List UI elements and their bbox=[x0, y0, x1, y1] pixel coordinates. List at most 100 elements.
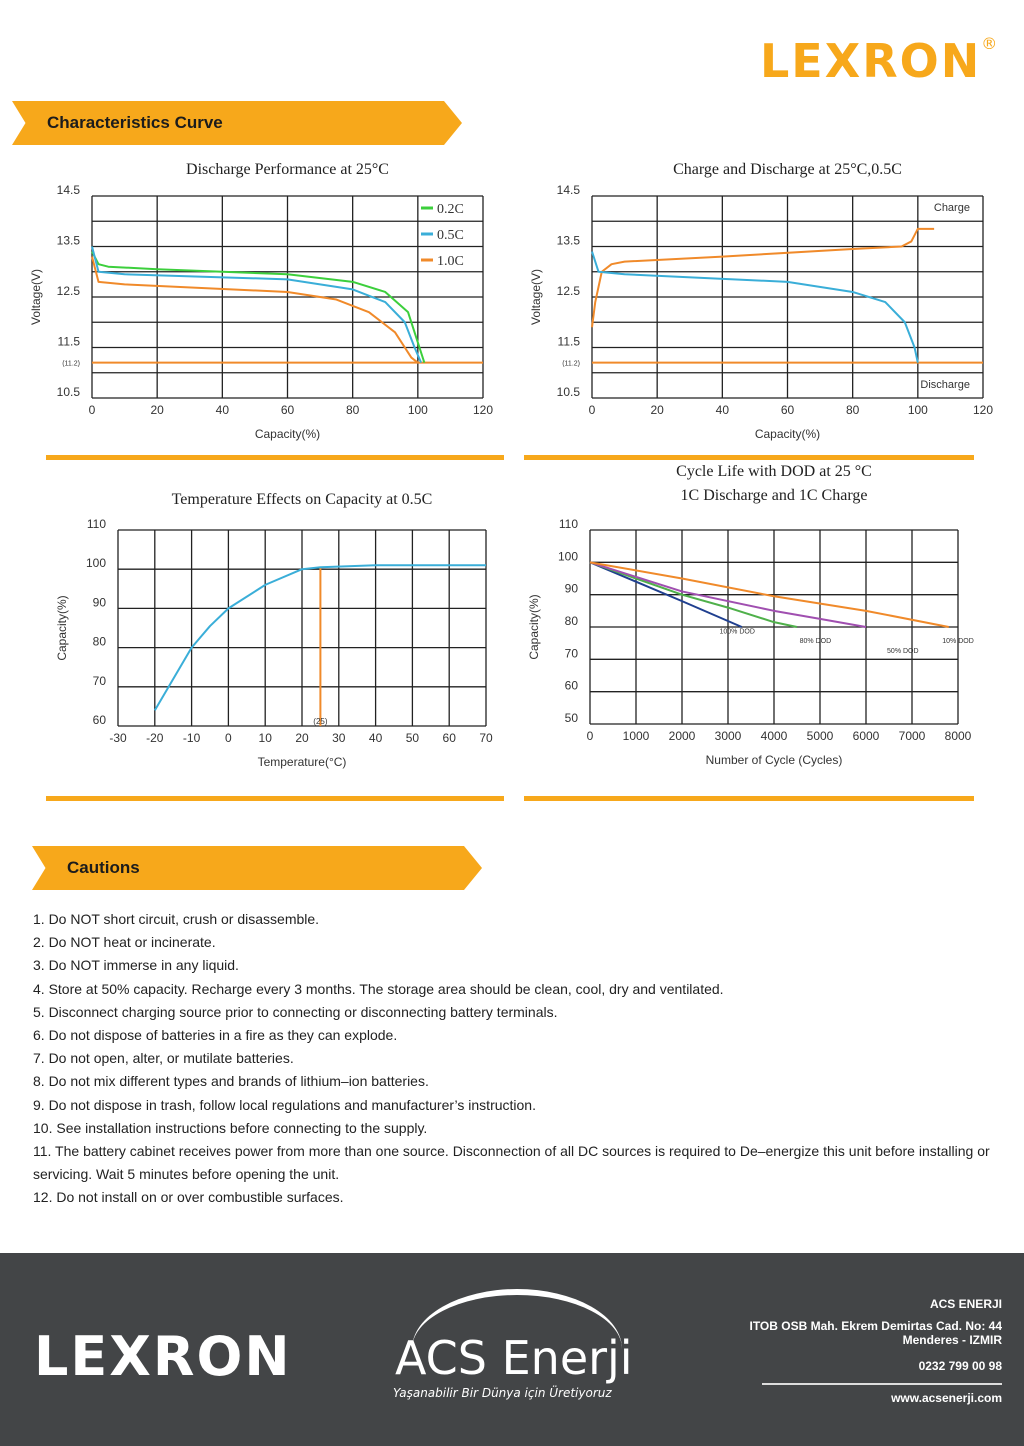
x-tick-label: 50 bbox=[406, 731, 420, 745]
acs-enerji-logo: ACS Enerji bbox=[395, 1331, 633, 1385]
x-tick-label: 1000 bbox=[623, 729, 650, 743]
series-line bbox=[589, 561, 743, 628]
characteristics-banner: Characteristics Curve bbox=[12, 101, 462, 145]
x-tick-label: -10 bbox=[183, 731, 201, 745]
website[interactable]: www.acsenerji.com bbox=[891, 1391, 1002, 1405]
x-tick-label: 60 bbox=[781, 403, 795, 417]
x-tick-label: 100 bbox=[408, 403, 428, 417]
series-line bbox=[91, 246, 423, 364]
caution-item: 1. Do NOT short circuit, crush or disass… bbox=[33, 911, 320, 927]
y-tick-label: 11.5 bbox=[558, 335, 581, 349]
x-axis-label: Capacity(%) bbox=[755, 427, 820, 441]
series-line bbox=[589, 561, 949, 628]
chart-title: Cycle Life with DOD at 25 °C bbox=[676, 463, 872, 480]
annotation: 80% DOD bbox=[800, 638, 832, 645]
y-tick-label: 70 bbox=[565, 646, 579, 660]
x-tick-label: 60 bbox=[443, 731, 457, 745]
x-tick-label: 5000 bbox=[807, 729, 834, 743]
x-tick-label: 40 bbox=[216, 403, 230, 417]
chart-subtitle: 1C Discharge and 1C Charge bbox=[681, 487, 868, 504]
caution-item: 10. See installation instructions before… bbox=[33, 1119, 428, 1136]
footer: LEXRON ACS Enerji Yaşanabilir Bir Dünya … bbox=[0, 1253, 1024, 1446]
divider bbox=[46, 796, 504, 801]
y-tick-label: 12.5 bbox=[557, 284, 581, 298]
chart-svg: Discharge Performance at 25°C 0 20 40 60 80 10… bbox=[29, 161, 493, 441]
y-tick-label: 80 bbox=[565, 614, 579, 628]
series-line bbox=[591, 227, 935, 328]
y-tick-label: 13.5 bbox=[557, 234, 581, 248]
y-tick-label: (11.2) bbox=[562, 361, 580, 368]
discharge-performance-chart: Discharge Performance at 25°C 0 20 40 60 80 10… bbox=[20, 160, 500, 445]
x-tick-label: 3000 bbox=[715, 729, 742, 743]
y-tick-label: 14.5 bbox=[57, 183, 81, 197]
x-tick-label: 120 bbox=[473, 403, 493, 417]
x-tick-label: 8000 bbox=[945, 729, 972, 743]
cautions-list: 1. Do NOT short circuit, crush or disass… bbox=[33, 908, 1003, 1210]
lexron-logo: LEXRON® bbox=[760, 34, 1000, 88]
series-line bbox=[91, 256, 419, 364]
y-tick-label: 110 bbox=[87, 517, 106, 531]
x-tick-label: 20 bbox=[650, 403, 664, 417]
caution-item: 3. Do NOT immerse in any liquid. bbox=[33, 957, 239, 974]
annotation: Charge bbox=[934, 202, 970, 214]
chart-title: Charge and Discharge at 25°C,0.5C bbox=[673, 161, 902, 178]
annotation: 100% DOD bbox=[719, 628, 754, 635]
caution-item: 6. Do not dispose of batteries in a fire… bbox=[33, 1027, 398, 1044]
x-tick-label: -20 bbox=[146, 731, 164, 745]
x-tick-label: 2000 bbox=[669, 729, 696, 743]
caution-item: 4. Store at 50% capacity. Recharge every… bbox=[33, 980, 724, 997]
x-tick-label: 70 bbox=[479, 731, 493, 745]
y-axis-label: Capacity(%) bbox=[527, 594, 541, 659]
y-tick-label: 80 bbox=[93, 635, 107, 649]
y-tick-label: 10.5 bbox=[57, 385, 81, 399]
chart-svg: Charge and Discharge at 25°C,0.5C 0 20 40 60… bbox=[529, 161, 993, 441]
x-tick-label: 40 bbox=[716, 403, 730, 417]
x-tick-label: 80 bbox=[846, 403, 860, 417]
x-axis-label: Temperature(°C) bbox=[258, 755, 347, 769]
chart-title: Temperature Effects on Capacity at 0.5C bbox=[172, 491, 433, 508]
y-tick-label: 13.5 bbox=[57, 234, 81, 248]
y-tick-label: 60 bbox=[93, 713, 107, 727]
x-tick-label: 0 bbox=[89, 403, 96, 417]
x-tick-label: 10 bbox=[259, 731, 273, 745]
y-tick-label: 14.5 bbox=[557, 183, 581, 197]
legend-label: 0.5C bbox=[437, 228, 464, 243]
y-tick-label: 50 bbox=[565, 711, 579, 725]
phone: 0232 799 00 98 bbox=[918, 1359, 1002, 1373]
series-line bbox=[589, 561, 798, 628]
x-tick-label: 60 bbox=[281, 403, 295, 417]
caution-item: 2. Do NOT heat or incinerate. bbox=[33, 934, 216, 951]
chart-svg: Temperature Effects on Capacity at 0.5C -… bbox=[55, 491, 493, 769]
x-tick-label: -30 bbox=[109, 731, 127, 745]
y-axis-label: Capacity(%) bbox=[55, 595, 69, 660]
x-tick-label: 120 bbox=[973, 403, 993, 417]
y-tick-label: 70 bbox=[93, 674, 107, 688]
legend-label: 0.2C bbox=[437, 202, 464, 217]
caution-item: 7. Do not open, alter, or mutilate batte… bbox=[33, 1050, 294, 1067]
chart-svg: Cycle Life with DOD at 25 °C 1C Discharge… bbox=[527, 463, 974, 767]
caution-item: 9. Do not dispose in trash, follow local… bbox=[33, 1096, 536, 1113]
y-tick-label: 10.5 bbox=[557, 385, 581, 399]
annotation: 50% DOD bbox=[887, 648, 919, 655]
divider bbox=[762, 1383, 1002, 1385]
divider bbox=[524, 796, 974, 801]
cycle-life-chart: Cycle Life with DOD at 25 °C 1C Discharge… bbox=[520, 463, 980, 783]
y-tick-label: 12.5 bbox=[57, 284, 81, 298]
series-line bbox=[591, 251, 919, 363]
slogan: Yaşanabilir Bir Dünya için Üretiyoruz bbox=[393, 1386, 612, 1400]
x-tick-label: 6000 bbox=[853, 729, 880, 743]
y-tick-label: 90 bbox=[93, 595, 107, 609]
y-axis-label: Voltage(V) bbox=[29, 269, 43, 325]
series-line bbox=[153, 564, 486, 711]
x-tick-label: 30 bbox=[332, 731, 346, 745]
y-tick-label: 100 bbox=[558, 549, 578, 563]
x-axis-label: Capacity(%) bbox=[255, 427, 320, 441]
x-tick-label: 7000 bbox=[899, 729, 926, 743]
footer-lexron-logo: LEXRON bbox=[34, 1325, 292, 1388]
y-tick-label: (11.2) bbox=[62, 361, 80, 368]
x-tick-label: 0 bbox=[587, 729, 594, 743]
caution-item: 11. The battery cabinet receives power f… bbox=[33, 1143, 990, 1183]
x-tick-label: 40 bbox=[369, 731, 383, 745]
x-axis-label: Number of Cycle (Cycles) bbox=[706, 753, 843, 767]
acs-arc-logo bbox=[412, 1289, 622, 1349]
